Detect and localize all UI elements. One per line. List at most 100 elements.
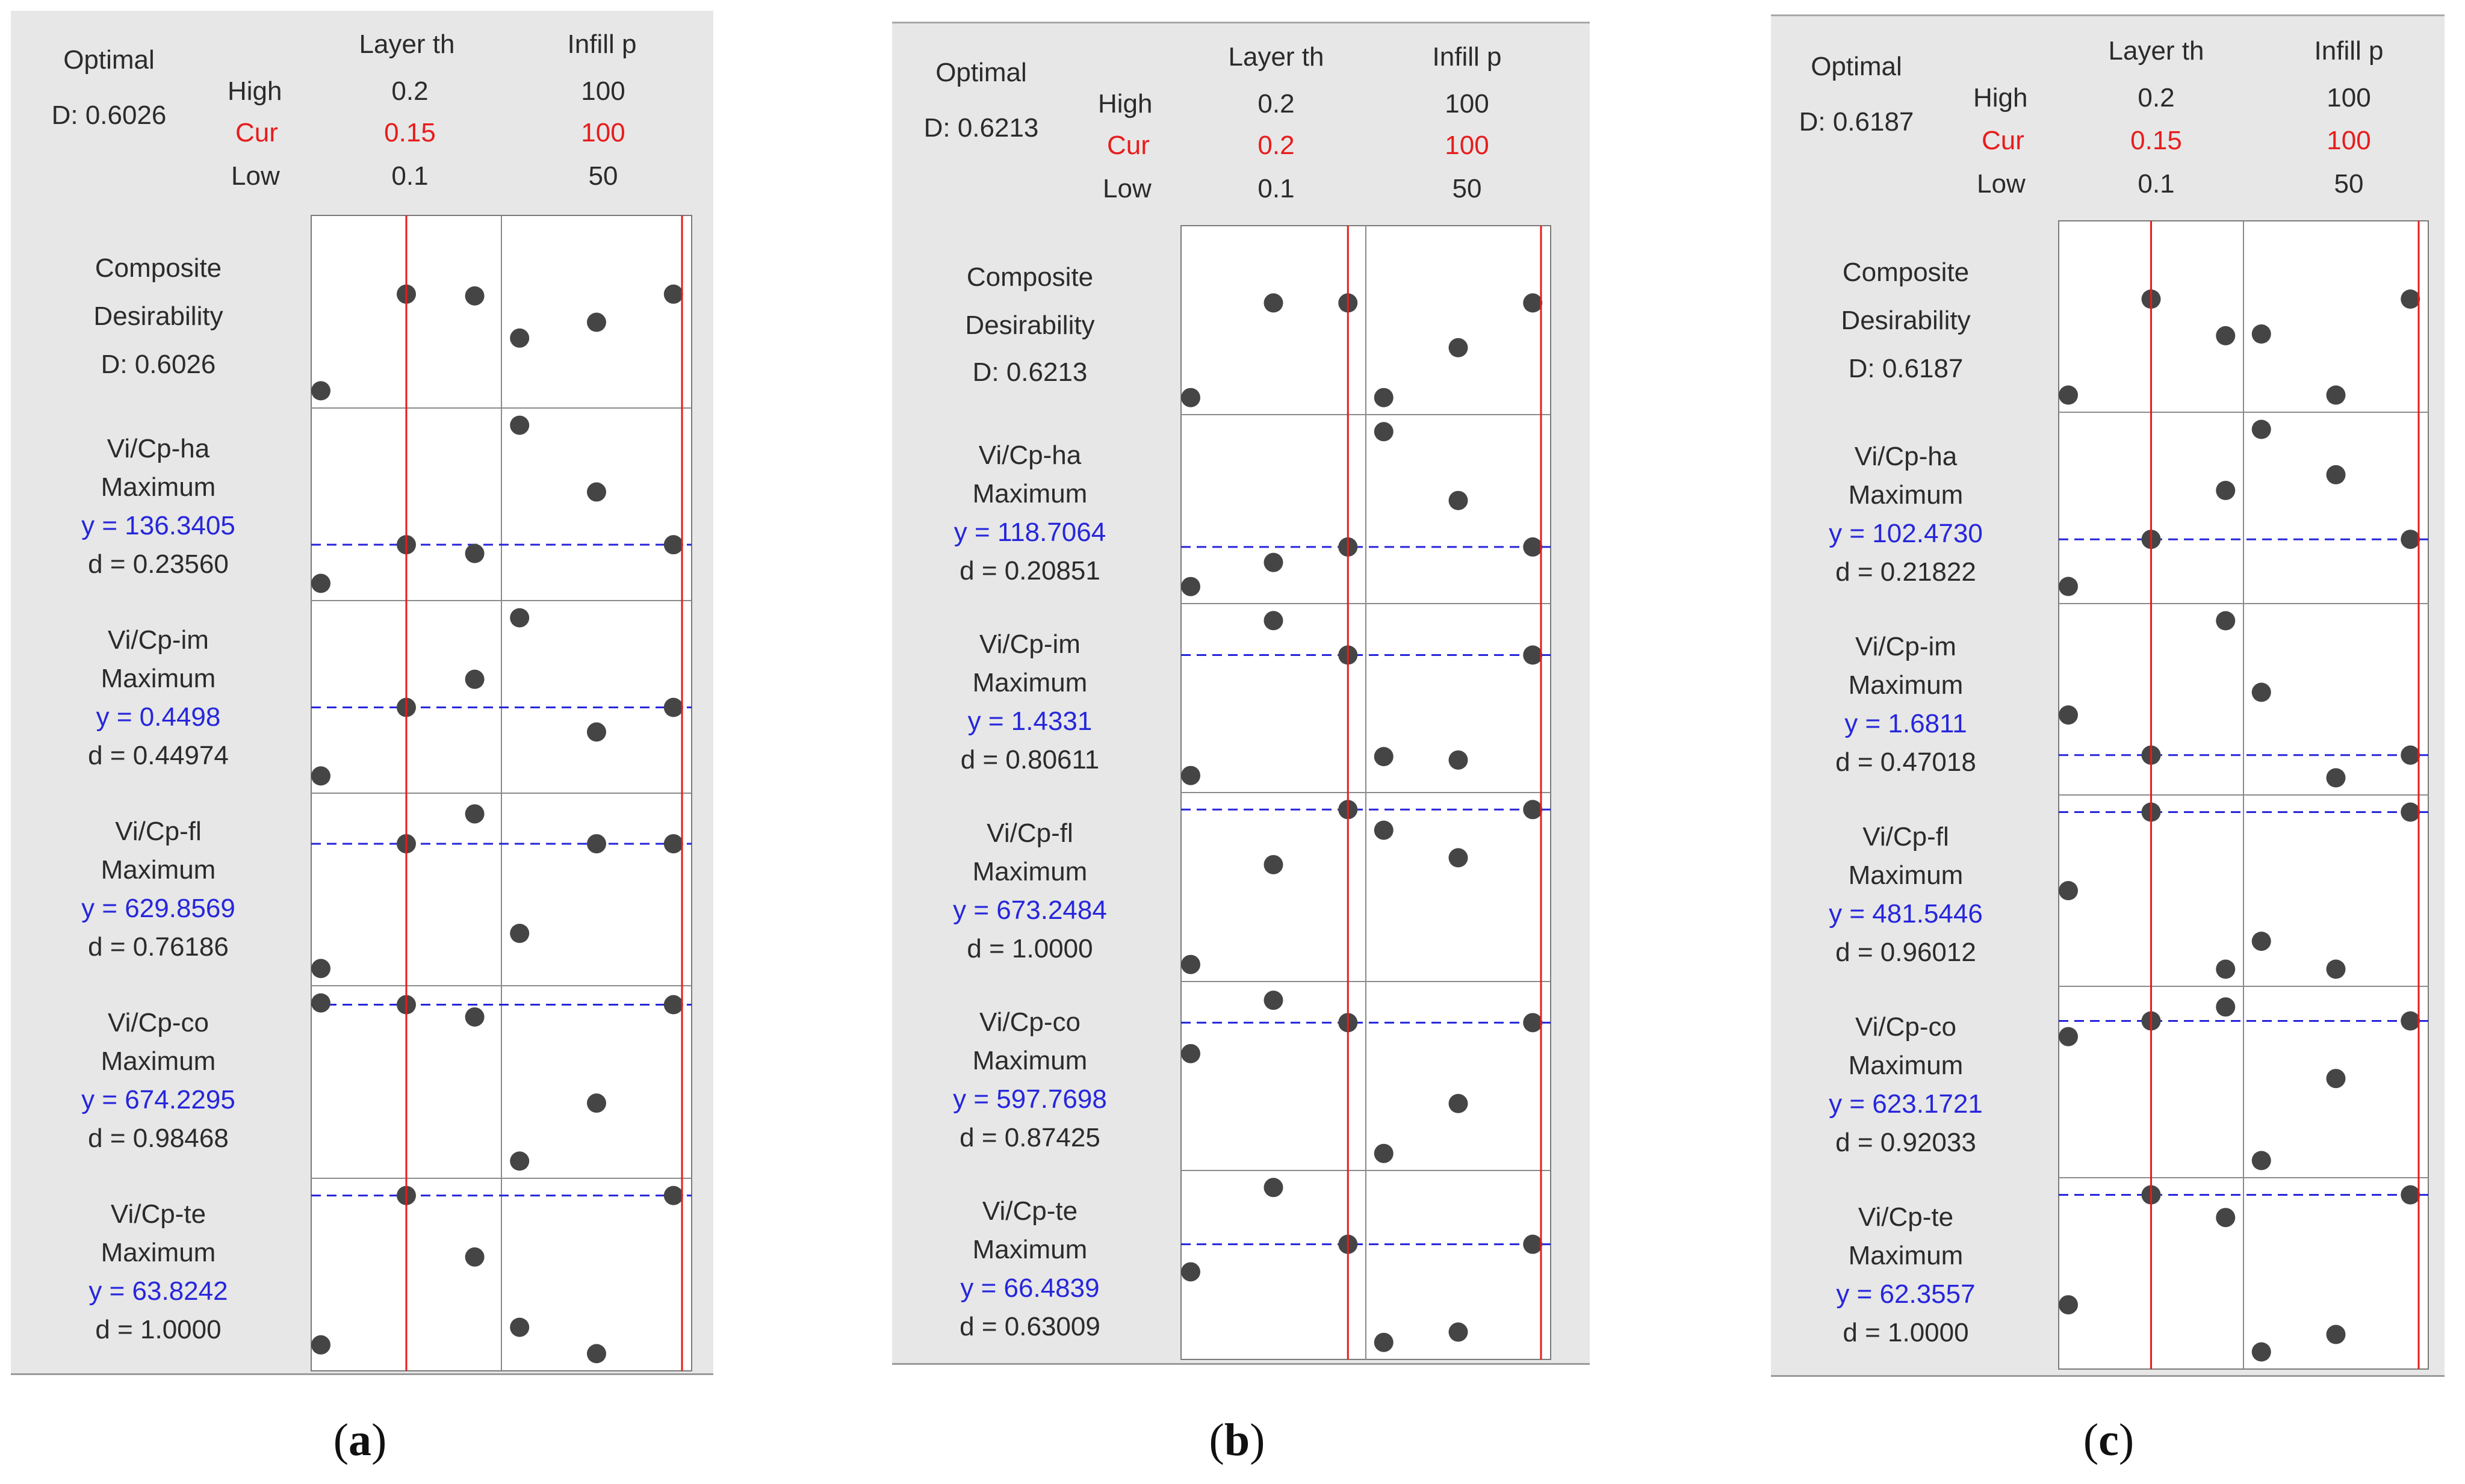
data-point: [1264, 855, 1283, 874]
layer-high-value: 0.2: [391, 76, 429, 106]
composite-label-line2: Desirability: [1841, 306, 1971, 335]
low-label: Low: [1977, 169, 2026, 199]
response-co-d: d = 0.92033: [1835, 1128, 1976, 1157]
data-point: [2326, 465, 2346, 484]
data-point: [2251, 1342, 2271, 1362]
data-point: [1264, 293, 1283, 313]
data-point: [587, 482, 606, 502]
high-label: High: [1098, 89, 1153, 119]
composite-d-value: D: 0.6187: [1848, 354, 1964, 383]
data-point: [311, 993, 330, 1013]
optimal-d-value: D: 0.6026: [51, 100, 167, 130]
response-co-goal: Maximum: [1848, 1051, 1964, 1080]
response-ha-name: Vi/Cp-ha: [107, 434, 210, 463]
response-te-name: Vi/Cp-te: [982, 1196, 1078, 1226]
infill-high-value: 100: [2327, 83, 2371, 113]
plot-grid-a: [311, 215, 692, 1371]
data-point: [1448, 1322, 1468, 1342]
data-point: [2216, 481, 2236, 500]
data-point: [311, 574, 330, 593]
factor-layer-header: Layer th: [2108, 36, 2204, 66]
data-point: [663, 697, 683, 717]
data-point: [1181, 1043, 1200, 1063]
response-ha-goal: Maximum: [972, 479, 1088, 509]
response-fl-d: d = 1.0000: [967, 934, 1093, 963]
data-point: [663, 1186, 683, 1205]
infill-high-value: 100: [581, 76, 625, 106]
data-point: [1523, 645, 1543, 665]
optimizer-panel-c: Optimal D: 0.6187 Layer th Infill p High…: [1771, 14, 2445, 1377]
data-point: [2401, 530, 2420, 549]
data-point: [1374, 747, 1394, 767]
data-point: [465, 1007, 485, 1027]
response-te-goal: Maximum: [1848, 1241, 1964, 1270]
response-im-d: d = 0.44974: [88, 741, 229, 770]
optimizer-panel-b: Optimal D: 0.6213 Layer th Infill p High…: [892, 22, 1590, 1365]
layer-low-value: 0.1: [1257, 174, 1295, 203]
response-im-name: Vi/Cp-im: [979, 629, 1081, 659]
response-im-name: Vi/Cp-im: [108, 625, 209, 655]
data-point: [1374, 1332, 1394, 1352]
data-point: [1448, 338, 1468, 357]
response-co-name: Vi/Cp-co: [1855, 1012, 1956, 1042]
data-point: [1448, 1093, 1468, 1113]
response-te-d: d = 0.63009: [960, 1312, 1100, 1341]
data-point: [2251, 419, 2271, 439]
infill-cur-value: 100: [1445, 131, 1489, 160]
data-point: [2059, 1027, 2078, 1047]
optimal-label: Optimal: [63, 45, 155, 75]
data-point: [1374, 820, 1394, 840]
data-point: [587, 834, 606, 854]
response-te-name: Vi/Cp-te: [1858, 1202, 1954, 1232]
layer-low-value: 0.1: [2138, 169, 2175, 199]
data-point: [1374, 1143, 1394, 1163]
response-ha-goal: Maximum: [1848, 480, 1964, 510]
response-fl-name: Vi/Cp-fl: [987, 818, 1073, 848]
factor-infill-header: Infill p: [567, 29, 637, 59]
data-point: [311, 959, 330, 979]
layer-high-value: 0.2: [2138, 83, 2175, 113]
data-point: [2401, 745, 2420, 765]
data-point: [2326, 1069, 2346, 1089]
data-point: [311, 766, 330, 786]
infill-high-value: 100: [1445, 89, 1489, 119]
response-ha-y: y = 136.3405: [81, 511, 235, 540]
data-point: [2401, 289, 2420, 309]
response-im-goal: Maximum: [972, 668, 1088, 697]
response-co-d: d = 0.98468: [88, 1124, 229, 1153]
infill-cur-value: 100: [581, 118, 625, 147]
low-label: Low: [231, 161, 280, 191]
factor-infill-header: Infill p: [2314, 36, 2384, 66]
response-fl-goal: Maximum: [101, 855, 216, 885]
response-ha-y: y = 102.4730: [1829, 519, 1983, 548]
data-point: [465, 286, 485, 306]
factor-infill-header: Infill p: [1432, 42, 1502, 72]
response-te-goal: Maximum: [972, 1235, 1088, 1264]
response-fl-y: y = 629.8569: [81, 894, 235, 923]
response-ha-name: Vi/Cp-ha: [978, 441, 1082, 470]
response-im-d: d = 0.47018: [1835, 747, 1976, 777]
data-point: [1181, 388, 1200, 407]
data-point: [465, 804, 485, 824]
response-te-y: y = 62.3557: [1836, 1279, 1976, 1309]
response-te-name: Vi/Cp-te: [110, 1199, 206, 1229]
factor-layer-header: Layer th: [359, 29, 455, 59]
composite-d-value: D: 0.6026: [101, 350, 216, 379]
data-point: [1448, 750, 1468, 770]
data-point: [1181, 954, 1200, 974]
response-co-goal: Maximum: [101, 1047, 216, 1076]
data-point: [2059, 385, 2078, 405]
data-point: [2401, 1185, 2420, 1205]
layer-cur-value: 0.15: [384, 118, 436, 147]
data-point: [510, 608, 530, 628]
data-point: [2251, 682, 2271, 702]
data-point: [2251, 932, 2271, 951]
response-te-d: d = 1.0000: [95, 1315, 222, 1344]
response-fl-goal: Maximum: [1848, 861, 1964, 890]
data-point: [2326, 385, 2346, 405]
response-te-d: d = 1.0000: [1843, 1318, 1969, 1347]
low-label: Low: [1103, 174, 1152, 203]
data-point: [510, 415, 530, 435]
response-im-goal: Maximum: [101, 664, 216, 693]
data-point: [2216, 1208, 2236, 1228]
